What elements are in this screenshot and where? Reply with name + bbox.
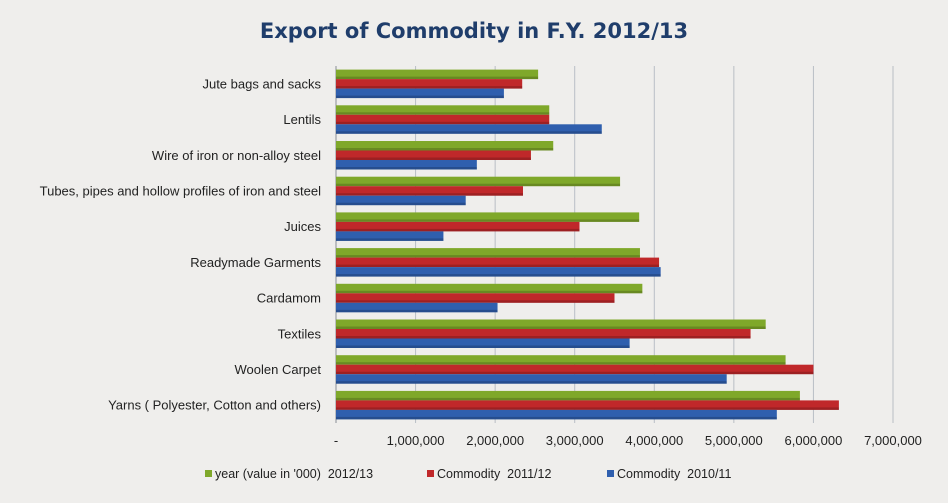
bar-shade	[336, 76, 539, 80]
bar-2	[336, 364, 814, 375]
bar-shade	[336, 238, 444, 241]
bar-2	[336, 400, 839, 410]
bar-2	[336, 150, 531, 160]
bar-1	[336, 105, 550, 115]
bar-shade	[336, 264, 660, 268]
category-label: Cardamom	[257, 291, 321, 306]
bar-1	[336, 212, 640, 222]
legend-swatch	[205, 470, 212, 477]
bar-shade	[336, 255, 640, 258]
bar-3	[336, 231, 444, 241]
category-label: Textiles	[278, 326, 322, 341]
x-tick-label: 7,000,000	[864, 433, 922, 448]
bar-2	[336, 257, 660, 268]
bar-2	[336, 221, 580, 232]
legend-swatch	[607, 470, 614, 477]
bar-1	[336, 319, 766, 329]
legend-label: Commodity 2010/11	[617, 467, 731, 481]
bar-shade	[336, 86, 523, 89]
chart-title: Export of Commodity in F.Y. 2012/13	[260, 19, 688, 43]
category-label: Juices	[284, 219, 321, 234]
x-tick-label: 2,000,000	[466, 433, 524, 448]
bar-shade	[336, 183, 621, 187]
bar-2	[336, 293, 615, 303]
bar-2	[336, 79, 523, 89]
bar-3	[336, 374, 727, 384]
bar-3	[336, 124, 602, 134]
legend-label: Commodity 2011/12	[437, 467, 551, 481]
bar-shade	[336, 345, 630, 348]
bar-1	[336, 283, 643, 294]
bar-shade	[336, 407, 839, 410]
bar-shade	[336, 326, 766, 329]
bar-shade	[336, 274, 661, 277]
category-label: Readymade Garments	[190, 255, 321, 270]
bar-shade	[336, 112, 550, 115]
legend-swatch	[427, 470, 434, 477]
bar-2	[336, 114, 550, 125]
bar-3	[336, 267, 661, 277]
category-label: Wire of iron or non-alloy steel	[152, 148, 321, 163]
bar-shade	[336, 219, 640, 222]
bar-shade	[336, 202, 466, 206]
category-label: Tubes, pipes and hollow profiles of iron…	[40, 183, 321, 198]
legend-label: year (value in '000) 2012/13	[215, 467, 373, 481]
bar-shade	[336, 381, 727, 384]
bar-1	[336, 176, 621, 187]
bar-2	[336, 186, 523, 196]
category-label: Yarns ( Polyester, Cotton and others)	[108, 398, 321, 413]
bar-2	[336, 329, 751, 339]
bar-shade	[336, 300, 615, 303]
x-tick-label: 3,000,000	[546, 433, 604, 448]
bar-3	[336, 195, 466, 206]
bar-shade	[336, 416, 777, 420]
bar-shade	[336, 336, 751, 339]
bar-shade	[336, 95, 504, 99]
bar-shade	[336, 148, 554, 151]
bar-shade	[336, 131, 602, 134]
bar-3	[336, 409, 777, 420]
x-tick-label: 5,000,000	[705, 433, 763, 448]
bar-shade	[336, 290, 643, 294]
bar-shade	[336, 362, 786, 365]
x-tick-label: 6,000,000	[785, 433, 843, 448]
bar-1	[336, 248, 640, 258]
x-tick-label: 1,000,000	[387, 433, 445, 448]
x-tick-label: -	[334, 433, 338, 448]
bar-3	[336, 302, 498, 313]
bar-1	[336, 141, 554, 151]
bar-shade	[336, 309, 498, 313]
bar-3	[336, 160, 477, 170]
bar-shade	[336, 121, 550, 125]
category-label: Jute bags and sacks	[202, 76, 321, 91]
bar-shade	[336, 157, 531, 160]
bar-shade	[336, 167, 477, 170]
bar-3	[336, 88, 504, 99]
bar-1	[336, 69, 539, 80]
bar-shade	[336, 228, 580, 232]
category-label: Lentils	[283, 112, 321, 127]
bar-shade	[336, 193, 523, 196]
category-label: Woolen Carpet	[235, 362, 322, 377]
bar-1	[336, 390, 800, 401]
bar-shade	[336, 397, 800, 401]
bar-shade	[336, 371, 814, 375]
bar-1	[336, 355, 786, 365]
x-tick-label: 4,000,000	[625, 433, 683, 448]
bar-3	[336, 338, 630, 348]
